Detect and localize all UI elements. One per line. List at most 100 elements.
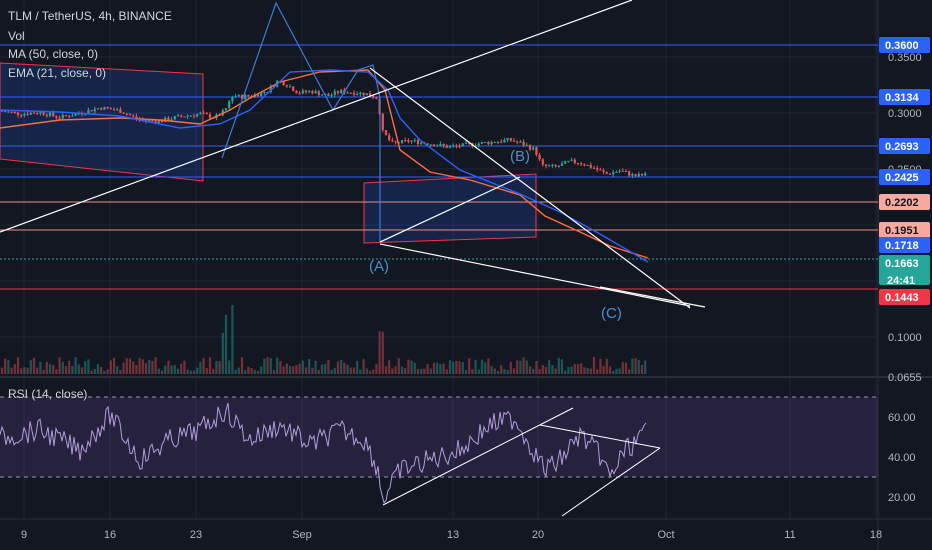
candle-body xyxy=(317,91,320,96)
candle-body xyxy=(557,165,560,167)
volume-bar xyxy=(292,366,295,374)
volume-bar xyxy=(410,360,413,374)
moving-averages xyxy=(0,1,649,263)
descending-wedge-lower xyxy=(379,243,691,307)
volume-bar xyxy=(381,331,384,374)
volume-bar xyxy=(362,358,365,374)
candle-body xyxy=(288,86,292,88)
candle-body xyxy=(285,85,288,87)
rsi-indicator-label[interactable]: RSI (14, close) xyxy=(8,387,88,401)
candle-body xyxy=(551,164,554,166)
candle-body xyxy=(256,94,260,97)
candle-body xyxy=(148,119,151,121)
volume-bar xyxy=(39,361,42,374)
price-tag-label: 0.3134 xyxy=(885,92,920,104)
volume-bar xyxy=(157,368,160,374)
symbol-title[interactable]: TLM / TetherUS, 4h, BINANCE xyxy=(8,9,172,23)
volume-bar xyxy=(23,367,26,374)
price-tag-box xyxy=(879,37,930,53)
candle-body xyxy=(644,173,647,176)
ma-indicator-label[interactable]: MA (50, close, 0) xyxy=(8,47,99,61)
volume-bar xyxy=(541,365,544,374)
candle-body xyxy=(404,140,407,142)
volume-bar xyxy=(13,364,16,374)
volume-bar xyxy=(631,358,634,374)
price-tag-label: 0.1663 xyxy=(885,258,919,270)
volume-bar xyxy=(93,368,96,374)
candle-body xyxy=(77,113,80,115)
volume-bar xyxy=(189,370,192,374)
candle-body xyxy=(23,113,26,116)
volume-bar xyxy=(608,366,612,374)
ma-line xyxy=(0,69,649,263)
candle-body xyxy=(548,165,551,167)
candle-body xyxy=(119,109,122,113)
candle-body xyxy=(173,116,176,120)
volume-bar xyxy=(253,369,256,374)
candle-body xyxy=(452,145,455,147)
volume-bar xyxy=(477,369,480,374)
volume-bar xyxy=(618,368,621,374)
candle-body xyxy=(564,161,567,164)
candle-body xyxy=(263,92,266,94)
candle-body xyxy=(52,112,55,116)
candle-body xyxy=(503,139,506,143)
volume-bar xyxy=(74,357,77,374)
candle-body xyxy=(432,144,436,147)
volume-bar xyxy=(148,360,151,374)
price-tag-label: 0.2693 xyxy=(885,141,919,153)
volume-bar xyxy=(461,362,464,374)
price-tag-label: 0.1718 xyxy=(885,240,919,252)
candle-body xyxy=(640,173,644,176)
volume-bar xyxy=(535,361,538,374)
candle-body xyxy=(154,120,157,123)
wave-a-b-line xyxy=(379,176,521,243)
wave-c-extension xyxy=(599,286,706,308)
candle-body xyxy=(308,91,311,93)
volume-bar xyxy=(160,370,164,374)
candle-body xyxy=(132,115,135,117)
candle-body xyxy=(183,116,186,118)
volume-bar xyxy=(84,361,87,374)
volume-bar xyxy=(269,358,272,374)
price-tag-label: 0.2202 xyxy=(885,197,919,209)
volume-bar xyxy=(61,362,64,374)
volume-bar xyxy=(378,331,381,374)
candle-body xyxy=(208,114,212,118)
volume-bar xyxy=(10,367,13,374)
candle-body xyxy=(74,113,77,116)
vol-indicator-label[interactable]: Vol xyxy=(8,29,25,43)
candle-body xyxy=(407,140,410,142)
ema-indicator-label[interactable]: EMA (21, close, 0) xyxy=(8,66,107,80)
volume-bar xyxy=(519,360,522,374)
volume-bar xyxy=(32,358,36,374)
candle-body xyxy=(583,164,586,166)
candle-body xyxy=(426,143,429,145)
candle-body xyxy=(71,115,74,117)
volume-bar xyxy=(538,369,541,374)
volume-bar xyxy=(324,364,327,374)
candle-body xyxy=(180,115,183,117)
candle-body xyxy=(445,145,448,148)
volume-bar xyxy=(349,367,352,374)
volume-bar xyxy=(596,369,599,374)
rsi-axis-label: 20.00 xyxy=(888,492,916,504)
rsi-line xyxy=(0,402,647,504)
candle-body xyxy=(93,108,96,112)
price-axis-label: 0.3500 xyxy=(888,52,922,64)
volume-bar xyxy=(359,369,362,374)
volume-bar xyxy=(573,364,576,374)
candle-body xyxy=(372,95,375,98)
candle-body xyxy=(455,145,458,147)
volume-bar xyxy=(356,360,359,374)
volume-bar xyxy=(532,368,535,374)
time-axis-label: 20 xyxy=(532,529,544,541)
volume-bar xyxy=(167,360,170,374)
candle-body xyxy=(554,164,557,167)
candle-body xyxy=(628,171,631,176)
volume-bar xyxy=(423,368,426,374)
candle-body xyxy=(157,120,160,123)
volume-bar xyxy=(20,368,23,374)
